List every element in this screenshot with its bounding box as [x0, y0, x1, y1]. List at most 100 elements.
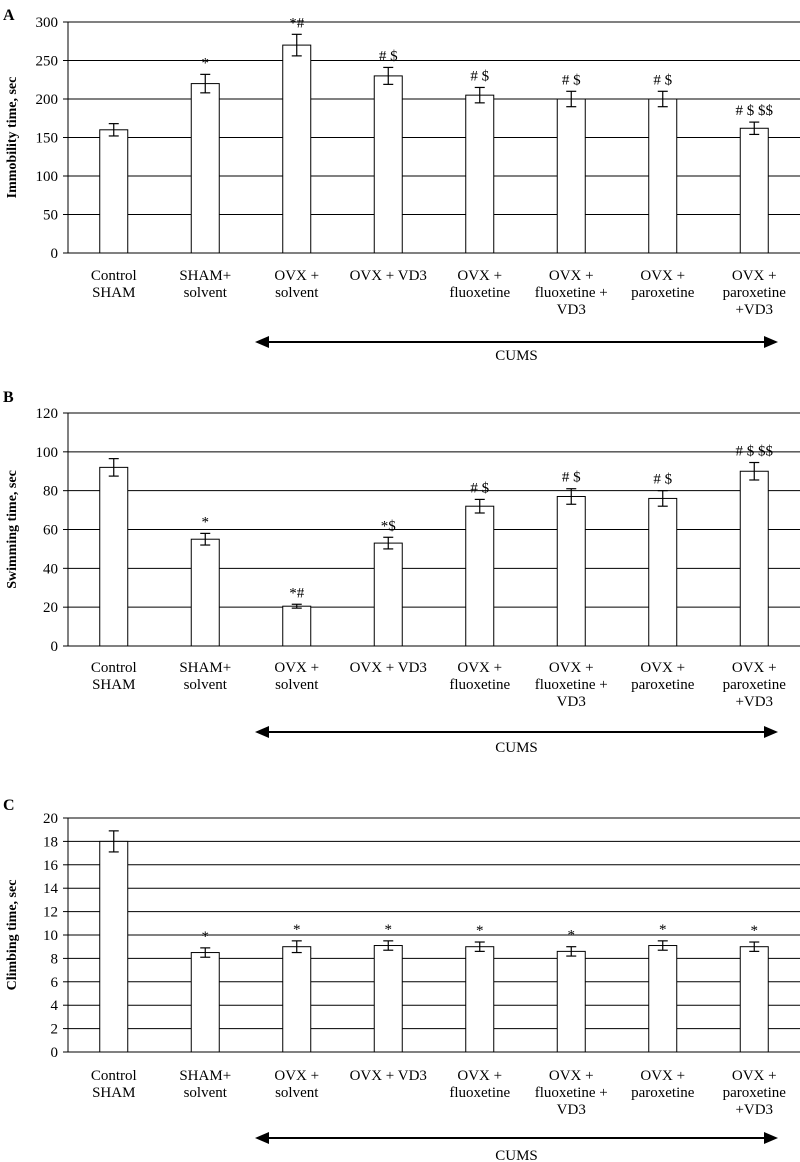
- significance-label: # $: [379, 48, 398, 64]
- bar: [556, 98, 586, 254]
- panel-letter: A: [3, 7, 15, 24]
- x-tick-label: OVX +: [640, 1068, 685, 1084]
- y-axis-label: Swimming time, sec: [5, 470, 20, 589]
- y-tick-label: 0: [51, 246, 59, 262]
- x-tick-label: OVX +: [457, 268, 502, 284]
- x-tick-label: OVX +: [732, 1068, 777, 1084]
- cums-arrowhead-right: [764, 726, 778, 738]
- bar: [648, 497, 678, 647]
- y-tick-label: 18: [43, 834, 58, 850]
- significance-label: *: [751, 923, 759, 939]
- y-tick-label: 20: [43, 811, 58, 827]
- x-tick-label: OVX + VD3: [350, 1068, 427, 1084]
- panel-a: A Immobility time, sec 0 50 100 150 200 250 300 C…: [3, 7, 800, 364]
- x-tick-label: fluoxetine +: [535, 285, 608, 301]
- y-tick-label: 0: [51, 1045, 59, 1061]
- x-tick-label: OVX +: [640, 660, 685, 676]
- x-tick-label: solvent: [184, 677, 228, 693]
- bar: [282, 605, 312, 647]
- significance-label: # $ $$: [736, 444, 774, 460]
- y-tick-label: 14: [43, 881, 59, 897]
- y-tick-label: 200: [36, 92, 59, 108]
- panel-b: B Swimming time, sec 0 20 40 60 80 100 120 Contro…: [3, 389, 800, 756]
- x-tick-label: solvent: [184, 1085, 228, 1101]
- significance-label: *: [293, 922, 301, 938]
- x-tick-label: OVX + VD3: [350, 660, 427, 676]
- x-tick-label: solvent: [275, 677, 319, 693]
- cums-label: CUMS: [495, 740, 538, 756]
- y-tick-label: 60: [43, 523, 58, 539]
- x-tick-label: +VD3: [735, 1102, 773, 1118]
- x-tick-label: paroxetine: [631, 1085, 695, 1101]
- x-tick-label: OVX +: [274, 660, 319, 676]
- y-tick-label: 120: [36, 406, 59, 422]
- x-tick-label: OVX +: [640, 268, 685, 284]
- bar: [282, 44, 312, 254]
- y-tick-label: 250: [36, 54, 59, 70]
- y-tick-label: 40: [43, 561, 58, 577]
- panel-letter: B: [3, 389, 14, 406]
- x-tick-label: OVX +: [732, 268, 777, 284]
- significance-label: *: [385, 922, 393, 938]
- x-tick-label: paroxetine: [631, 677, 695, 693]
- y-axis-label: Immobility time, sec: [5, 77, 20, 199]
- bar: [282, 946, 312, 1053]
- y-axis-label: Climbing time, sec: [5, 880, 20, 991]
- y-tick-label: 100: [36, 445, 59, 461]
- x-tick-label: VD3: [557, 1102, 586, 1118]
- bar: [648, 98, 678, 254]
- cums-arrowhead-right: [764, 1132, 778, 1144]
- panel-c: C Climbing time, sec 0 2 4 6 8 10 12 14 16 18 20 Cont…: [3, 797, 800, 1162]
- bar: [99, 840, 129, 1053]
- x-tick-label: SHAM: [92, 677, 135, 693]
- y-tick-label: 50: [43, 208, 58, 224]
- bar: [465, 94, 495, 254]
- x-tick-label: VD3: [557, 694, 586, 710]
- x-tick-label: OVX +: [549, 660, 594, 676]
- x-tick-label: SHAM+: [179, 268, 231, 284]
- x-tick-label: solvent: [275, 285, 319, 301]
- y-tick-label: 0: [51, 639, 59, 655]
- x-tick-label: OVX +: [549, 1068, 594, 1084]
- bar: [556, 495, 586, 647]
- y-tick-label: 10: [43, 928, 58, 944]
- x-tick-label: OVX +: [274, 268, 319, 284]
- x-tick-label: OVX + VD3: [350, 268, 427, 284]
- y-tick-label: 12: [43, 905, 58, 921]
- y-tick-label: 4: [51, 998, 59, 1014]
- significance-label: *: [568, 928, 576, 944]
- y-tick-label: 2: [51, 1022, 59, 1038]
- bar: [190, 538, 220, 647]
- x-tick-label: fluoxetine +: [535, 677, 608, 693]
- x-tick-label: SHAM: [92, 285, 135, 301]
- significance-label: # $: [653, 72, 672, 88]
- cums-label: CUMS: [495, 348, 538, 364]
- cums-arrowhead-left: [255, 1132, 269, 1144]
- bar: [373, 945, 403, 1053]
- bar: [739, 470, 769, 647]
- significance-label: *#: [289, 585, 305, 601]
- bar: [739, 127, 769, 254]
- x-tick-label: paroxetine: [723, 677, 787, 693]
- significance-label: *: [202, 929, 210, 945]
- significance-label: *: [202, 55, 210, 71]
- x-tick-label: paroxetine: [723, 1085, 787, 1101]
- significance-label: *#: [289, 15, 305, 31]
- x-tick-label: fluoxetine: [449, 677, 510, 693]
- cums-arrowhead-left: [255, 726, 269, 738]
- bar: [556, 950, 586, 1053]
- x-tick-label: SHAM+: [179, 660, 231, 676]
- x-tick-label: fluoxetine: [449, 285, 510, 301]
- x-tick-label: paroxetine: [723, 285, 787, 301]
- y-tick-label: 6: [51, 975, 59, 991]
- y-tick-label: 8: [51, 951, 59, 967]
- bar: [190, 83, 220, 254]
- y-tick-label: 300: [36, 15, 59, 31]
- significance-label: *$: [381, 518, 397, 534]
- cums-label: CUMS: [495, 1148, 538, 1162]
- x-tick-label: VD3: [557, 302, 586, 318]
- panel-letter: C: [3, 797, 15, 814]
- x-tick-label: fluoxetine +: [535, 1085, 608, 1101]
- y-tick-label: 150: [36, 131, 59, 147]
- x-tick-label: OVX +: [732, 660, 777, 676]
